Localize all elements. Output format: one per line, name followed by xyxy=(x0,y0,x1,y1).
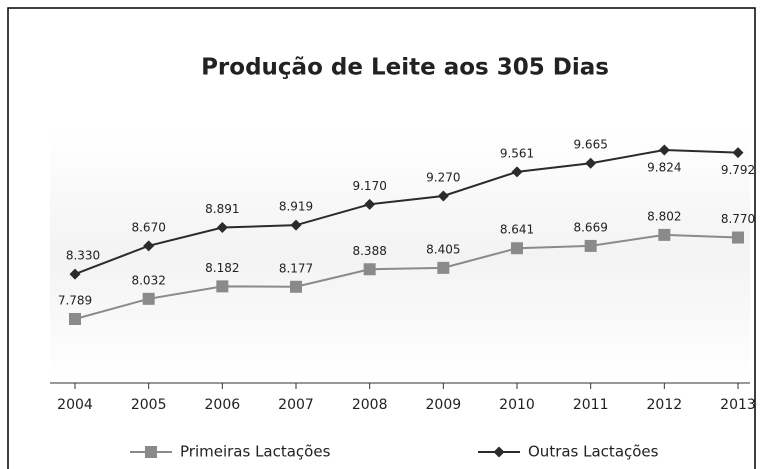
x-tick-label: 2012 xyxy=(647,397,683,413)
data-label: 8.177 xyxy=(279,261,313,275)
x-tick-label: 2006 xyxy=(205,397,241,413)
x-tick-label: 2007 xyxy=(278,397,314,413)
plot-area xyxy=(50,130,750,382)
data-label: 9.792 xyxy=(721,163,755,177)
x-tick-label: 2005 xyxy=(131,397,167,413)
data-label: 9.824 xyxy=(647,161,681,175)
point xyxy=(511,166,523,178)
data-label: 9.665 xyxy=(573,138,607,152)
series-line xyxy=(74,233,739,320)
x-tick-label: 2011 xyxy=(573,397,609,413)
point xyxy=(585,157,597,169)
point xyxy=(511,242,523,255)
point xyxy=(732,147,744,159)
point xyxy=(216,221,228,233)
legend-marker xyxy=(493,446,505,458)
data-label: 8.669 xyxy=(573,220,607,234)
data-label: 7.789 xyxy=(58,294,92,308)
point xyxy=(658,144,670,156)
point xyxy=(437,190,449,202)
point xyxy=(290,280,302,293)
data-label: 8.891 xyxy=(205,202,239,216)
data-label: 8.182 xyxy=(205,261,239,275)
data-label: 8.388 xyxy=(352,244,386,258)
legend-marker xyxy=(145,446,157,458)
point xyxy=(216,280,229,293)
x-tick-label: 2004 xyxy=(57,397,93,413)
point xyxy=(437,261,450,274)
point xyxy=(364,198,376,210)
data-label: 8.032 xyxy=(131,273,165,287)
data-label: 9.170 xyxy=(352,179,386,193)
x-tick-label: 2010 xyxy=(499,397,535,413)
point xyxy=(143,240,155,252)
data-label: 8.770 xyxy=(721,212,755,226)
data-label: 8.919 xyxy=(279,200,313,214)
x-tick-label: 2013 xyxy=(720,397,756,413)
x-tick-label: 2009 xyxy=(426,397,462,413)
data-label: 9.270 xyxy=(426,171,460,185)
point xyxy=(69,268,81,280)
series-line xyxy=(74,148,739,276)
data-label: 9.561 xyxy=(500,146,534,160)
x-tick-label: 2008 xyxy=(352,397,388,413)
point xyxy=(363,263,376,276)
point xyxy=(69,313,81,325)
point xyxy=(290,219,302,231)
data-label: 8.405 xyxy=(426,242,460,256)
chart-title: Produção de Leite aos 305 Dias xyxy=(201,55,609,81)
point xyxy=(658,228,671,241)
legend-label: Outras Lactações xyxy=(528,443,659,461)
data-label: 8.670 xyxy=(131,220,165,234)
point xyxy=(584,239,597,252)
data-label: 8.330 xyxy=(66,249,100,263)
legend-label: Primeiras Lactações xyxy=(180,443,331,461)
data-label: 8.641 xyxy=(500,223,534,237)
point xyxy=(732,231,744,244)
data-label: 8.802 xyxy=(647,209,681,223)
point xyxy=(142,292,155,305)
